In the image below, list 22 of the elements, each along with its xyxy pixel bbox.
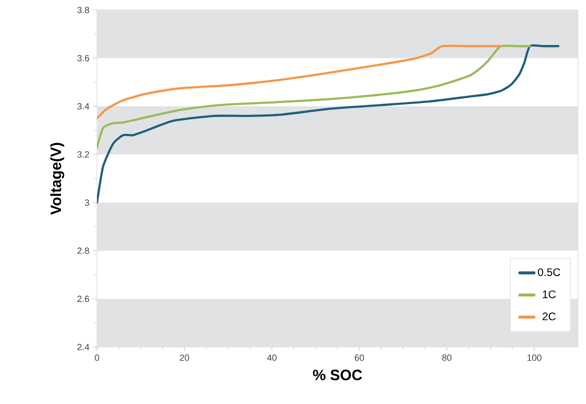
x-tick-label: 100: [527, 354, 542, 361]
y-tick-label: 3.8: [77, 6, 90, 14]
x-tick-label: 80: [442, 354, 452, 361]
y-tick-label: 3: [84, 199, 90, 206]
y-tick-label: 3.6: [77, 54, 90, 62]
y-tick-label: 3.2: [77, 151, 90, 158]
line-series: [97, 44, 560, 204]
x-tick-label: 0: [94, 354, 100, 361]
line-series: [97, 44, 502, 120]
legend-label: 0.5C: [538, 268, 560, 276]
y-tick-label: 2.4: [77, 344, 90, 350]
legend-label: 2C: [542, 312, 556, 320]
y-tick-label: 3.4: [77, 103, 90, 110]
x-tick-label: 60: [354, 354, 364, 361]
y-tick-label: 2.6: [77, 296, 90, 302]
y-tick-label: 2.8: [77, 248, 90, 254]
x-tick-label: 40: [267, 354, 277, 361]
legend-label: 1C: [542, 290, 556, 298]
y-axis-title: Voltage(V): [50, 142, 64, 215]
line-series: [97, 44, 531, 148]
x-tick-label: 20: [180, 354, 190, 361]
x-axis-title: % SOC: [312, 370, 362, 380]
